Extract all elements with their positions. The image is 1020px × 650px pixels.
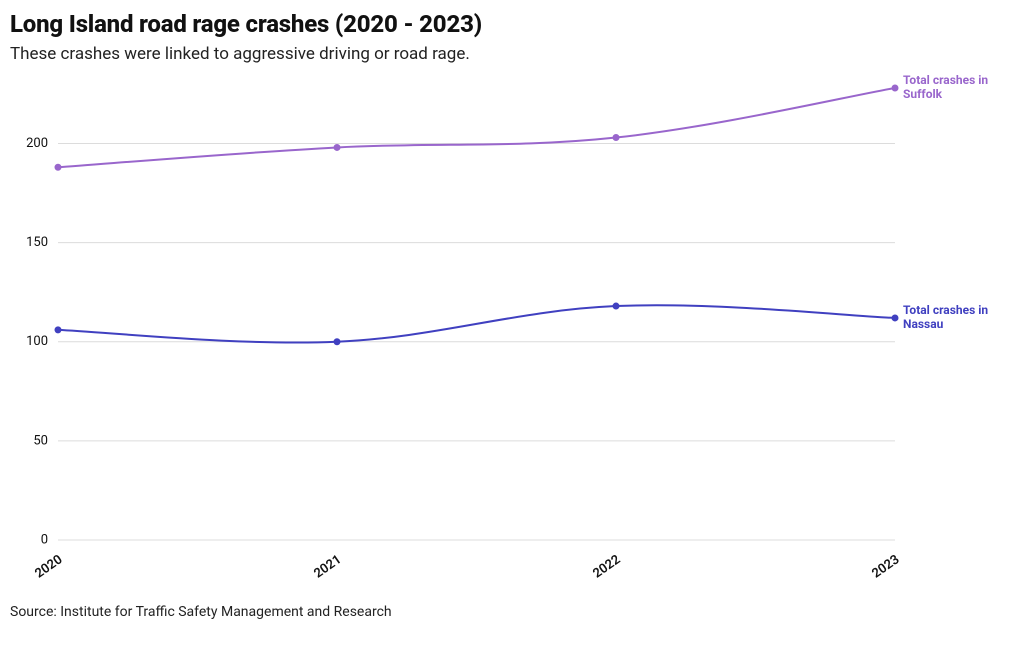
svg-text:0: 0 (41, 532, 48, 547)
chart-title: Long Island road rage crashes (2020 - 20… (10, 10, 1020, 38)
chart-plot: 0501001502002020202120222023Total crashe… (10, 74, 1010, 594)
chart-source: Source: Institute for Traffic Safety Man… (10, 604, 1020, 620)
svg-text:Total crashes in: Total crashes in (903, 303, 988, 317)
svg-text:100: 100 (26, 334, 48, 349)
svg-text:Total crashes in: Total crashes in (903, 74, 988, 87)
svg-text:Nassau: Nassau (903, 317, 944, 331)
svg-text:200: 200 (26, 136, 48, 151)
svg-text:150: 150 (26, 235, 48, 250)
svg-text:50: 50 (33, 433, 48, 448)
line-chart-svg: 0501001502002020202120222023Total crashe… (10, 74, 1010, 594)
chart-subtitle: These crashes were linked to aggressive … (10, 44, 1020, 64)
svg-text:Suffolk: Suffolk (903, 87, 943, 101)
chart-container: Long Island road rage crashes (2020 - 20… (10, 10, 1020, 620)
